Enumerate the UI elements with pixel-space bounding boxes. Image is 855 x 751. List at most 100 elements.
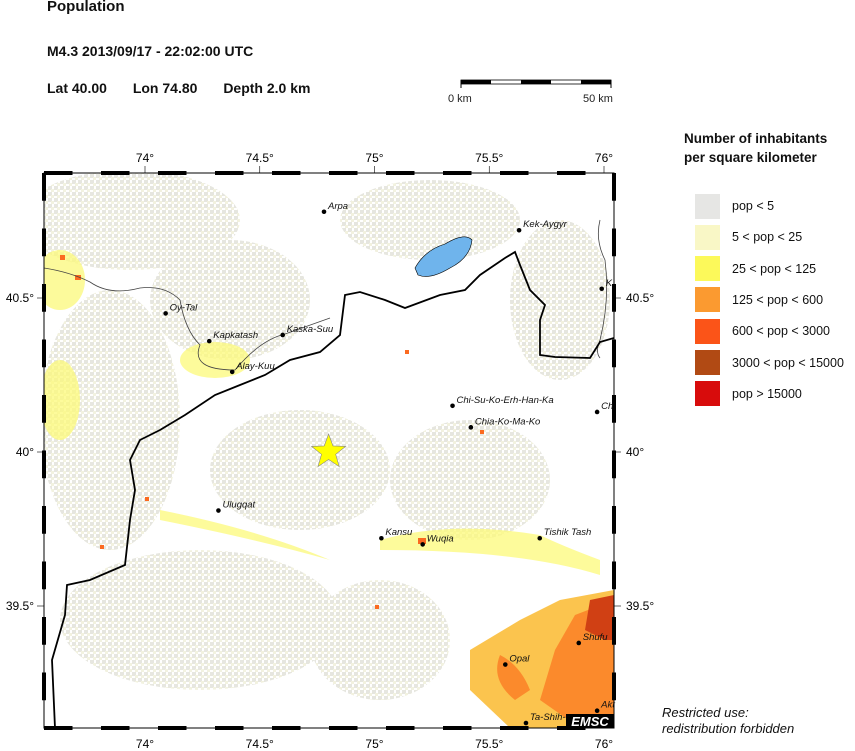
legend-label: 3000 < pop < 15000 (732, 355, 844, 370)
event-info: M4.3 2013/09/17 - 22:02:00 UTC (47, 43, 254, 59)
event-location: Lat 40.00 Lon 74.80 Depth 2.0 km (47, 80, 332, 96)
legend-item: pop < 5 (695, 193, 774, 219)
city-dot-icon (599, 286, 605, 292)
city-dot-icon (537, 535, 543, 541)
city-marker: K (599, 278, 613, 292)
lon-tick-label: 74.5° (246, 737, 274, 751)
city-marker: Akt (594, 700, 615, 714)
city-label: Wuqia (427, 533, 454, 544)
city-dot-icon (216, 508, 221, 513)
page-title: Population (47, 0, 125, 15)
city-dot-icon (229, 369, 235, 375)
city-label: Tishik Tash (544, 527, 592, 538)
city-marker: Kek-Aygyr (516, 219, 568, 233)
legend-label: pop < 5 (732, 199, 775, 213)
legend-label: 600 < pop < 3000 (732, 324, 831, 339)
emsc-logo: EMSC (566, 714, 614, 729)
latitude: Lat 40.00 (47, 80, 107, 96)
city-marker: Wuqia (420, 533, 454, 547)
city-label: Kapkatash (213, 330, 258, 341)
lat-tick-label: 39.5° (6, 599, 34, 613)
lat-tick-label: 40.5° (626, 291, 654, 305)
city-dot-icon (523, 720, 529, 726)
city-dot-icon (594, 708, 600, 714)
city-marker: Ulugqat (216, 500, 256, 513)
city-marker: Kapkatash (206, 330, 258, 344)
city-label: Shufu (583, 632, 609, 643)
legend-item: pop > 15000 (695, 381, 802, 407)
svg-text:EMSC: EMSC (571, 714, 609, 729)
city-marker: Arpa (321, 201, 348, 215)
city-marker: Chi-Su-Ko-Erh-Han-Ka (450, 395, 554, 409)
lat-tick-label: 40° (16, 445, 34, 459)
city-dot-icon (206, 338, 212, 344)
restriction-note: Restricted use: redistribution forbidden (662, 705, 795, 736)
legend-label: 5 < pop < 25 (732, 230, 803, 245)
legend-title: Number of inhabitants per square kilomet… (684, 131, 828, 165)
lon-tick-label: 74° (136, 737, 154, 751)
legend-item: 600 < pop < 3000 (695, 318, 830, 344)
map-frame: 74° 74° 74.5° 74.5° 75° 75° 75.5° 75.5° 76° 76° 40… (6, 151, 655, 751)
city-dot-icon (321, 209, 327, 215)
lon-tick-label: 74° (136, 151, 154, 165)
legend-swatch (695, 287, 720, 313)
city-label: Ch (601, 401, 613, 412)
lon-tick-label: 76° (595, 737, 613, 751)
city-label: Oy-Tal (170, 302, 199, 313)
city-marker: Shufu (576, 632, 609, 646)
city-dot-icon (594, 409, 600, 415)
city-dot-icon (379, 535, 384, 541)
legend-item: 3000 < pop < 15000 (695, 350, 844, 376)
legend-item: 5 < pop < 25 (695, 224, 802, 250)
legend-item: 125 < pop < 600 (695, 287, 823, 313)
city-dot-icon (576, 640, 582, 646)
lon-tick-label: 75° (365, 151, 383, 165)
legend-swatch (695, 381, 720, 407)
city-dot-icon (450, 403, 455, 409)
city-marker: Oy-Tal (163, 302, 199, 316)
city-marker: Chia-Ko-Ma-Ko (468, 416, 540, 430)
city-marker: Opal (503, 654, 530, 667)
scale-start-label: 0 km (448, 93, 472, 105)
star-icon (310, 433, 347, 468)
city-marker: Ta-Shih- (523, 712, 566, 726)
legend-swatch (695, 193, 720, 219)
lon-tick-label: 75° (365, 737, 383, 751)
lat-tick-label: 39.5° (626, 599, 654, 613)
city-marker: Alay-Kuu (229, 361, 275, 375)
lake (414, 236, 473, 277)
city-label: Kek-Aygyr (523, 219, 568, 230)
lon-tick-label: 74.5° (246, 151, 274, 165)
depth: Depth 2.0 km (223, 80, 311, 96)
city-label: Ta-Shih- (530, 712, 566, 723)
city-label: K (606, 278, 613, 289)
city-label: Kansu (385, 527, 413, 538)
legend-swatch (695, 350, 720, 375)
legend-item: 25 < pop < 125 (695, 256, 816, 282)
country-border (51, 250, 614, 728)
city-label: Alay-Kuu (235, 361, 275, 372)
lat-tick-label: 40° (626, 445, 644, 459)
legend-label: 25 < pop < 125 (732, 261, 817, 276)
city-marker: Kaska-Suu (280, 324, 334, 338)
legend-label: pop > 15000 (732, 386, 802, 401)
city-label: Opal (509, 654, 530, 665)
legend-swatch (695, 256, 720, 282)
legend-swatch (695, 318, 720, 344)
legend-swatch (695, 224, 720, 250)
city-dot-icon (503, 662, 508, 667)
city-marker: Tishik Tash (537, 527, 592, 541)
city-label: Chia-Ko-Ma-Ko (475, 416, 540, 427)
scale-end-label: 50 km (583, 93, 613, 105)
city-marker: Ch (594, 401, 613, 415)
city-dot-icon (163, 311, 168, 316)
city-label: Chi-Su-Ko-Erh-Han-Ka (457, 395, 554, 406)
city-marker: Kansu (379, 527, 413, 541)
city-dot-icon (280, 332, 286, 338)
scale-bar (460, 79, 612, 88)
lat-tick-label: 40.5° (6, 291, 34, 305)
city-dot-icon (468, 425, 474, 430)
longitude: Lon 74.80 (132, 80, 198, 96)
lon-tick-label: 76° (595, 151, 613, 165)
